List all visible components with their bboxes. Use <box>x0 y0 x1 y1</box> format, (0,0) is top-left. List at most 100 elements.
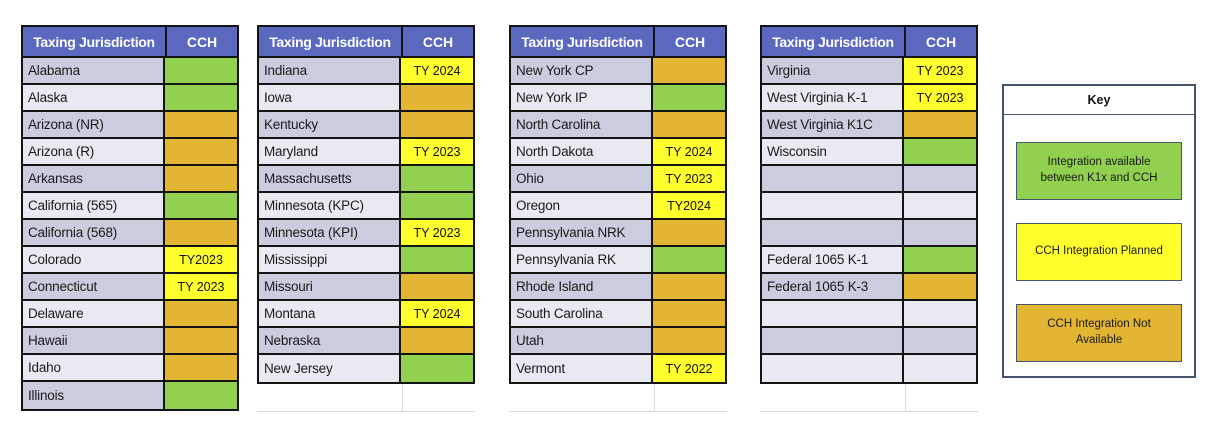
cch-status-cell[interactable] <box>904 220 976 245</box>
jurisdiction-cell[interactable]: New York IP <box>511 85 653 110</box>
cch-status-cell[interactable] <box>653 328 725 353</box>
cch-status-cell[interactable] <box>165 58 237 83</box>
cch-status-cell[interactable] <box>904 247 976 272</box>
cch-status-cell[interactable] <box>653 301 725 326</box>
cch-status-cell[interactable] <box>401 274 473 299</box>
cch-status-cell[interactable] <box>904 112 976 137</box>
cch-status-cell[interactable]: TY2023 <box>165 247 237 272</box>
jurisdiction-cell[interactable]: North Carolina <box>511 112 653 137</box>
jurisdiction-cell[interactable]: Nebraska <box>259 328 401 353</box>
empty-sheet-row[interactable] <box>257 384 475 412</box>
cch-status-cell[interactable] <box>904 274 976 299</box>
jurisdiction-cell[interactable]: Oregon <box>511 193 653 218</box>
cch-status-cell[interactable] <box>653 220 725 245</box>
cch-status-cell[interactable] <box>165 328 237 353</box>
cch-status-cell[interactable] <box>165 112 237 137</box>
jurisdiction-cell[interactable]: Rhode Island <box>511 274 653 299</box>
cch-status-cell[interactable] <box>904 193 976 218</box>
jurisdiction-cell[interactable]: Missouri <box>259 274 401 299</box>
cch-status-cell[interactable]: TY 2023 <box>904 85 976 110</box>
jurisdiction-cell[interactable]: Hawaii <box>23 328 165 353</box>
jurisdiction-cell[interactable]: Alabama <box>23 58 165 83</box>
legend-key-box[interactable]: Key Integration available between K1x an… <box>1002 84 1196 378</box>
cch-status-cell[interactable] <box>904 301 976 326</box>
cch-status-cell[interactable] <box>165 139 237 164</box>
jurisdiction-cell[interactable]: Utah <box>511 328 653 353</box>
jurisdiction-cell[interactable]: Federal 1065 K-1 <box>762 247 904 272</box>
cch-status-cell[interactable] <box>401 166 473 191</box>
jurisdiction-cell[interactable]: South Carolina <box>511 301 653 326</box>
jurisdiction-cell[interactable]: Illinois <box>23 382 165 409</box>
jurisdiction-cell[interactable]: Arizona (R) <box>23 139 165 164</box>
jurisdiction-cell[interactable]: Arizona (NR) <box>23 112 165 137</box>
cch-status-cell[interactable]: TY 2022 <box>653 355 725 382</box>
cch-status-cell[interactable] <box>165 85 237 110</box>
jurisdiction-cell[interactable]: Vermont <box>511 355 653 382</box>
jurisdiction-cell[interactable]: Pennsylvania NRK <box>511 220 653 245</box>
jurisdiction-cell[interactable] <box>762 193 904 218</box>
jurisdiction-cell[interactable]: Iowa <box>259 85 401 110</box>
header-cell-taxing-jurisdiction[interactable]: Taxing Jurisdiction <box>762 27 906 56</box>
cch-status-cell[interactable]: TY 2023 <box>904 58 976 83</box>
jurisdiction-cell[interactable] <box>762 328 904 353</box>
cch-status-cell[interactable] <box>653 58 725 83</box>
empty-sheet-row[interactable] <box>760 384 978 412</box>
jurisdiction-cell[interactable]: West Virginia K1C <box>762 112 904 137</box>
header-cell-cch[interactable]: CCH <box>674 33 706 50</box>
jurisdiction-cell[interactable]: California (568) <box>23 220 165 245</box>
jurisdiction-cell[interactable]: Federal 1065 K-3 <box>762 274 904 299</box>
jurisdiction-cell[interactable]: Minnesota (KPI) <box>259 220 401 245</box>
cch-status-cell[interactable] <box>904 139 976 164</box>
header-cell-cch[interactable]: CCH <box>422 33 454 50</box>
jurisdiction-cell[interactable]: Indiana <box>259 58 401 83</box>
cch-status-cell[interactable] <box>401 247 473 272</box>
jurisdiction-cell[interactable]: Kentucky <box>259 112 401 137</box>
cch-status-cell[interactable] <box>165 193 237 218</box>
header-cell-taxing-jurisdiction[interactable]: Taxing Jurisdiction <box>23 27 167 56</box>
jurisdiction-cell[interactable]: Arkansas <box>23 166 165 191</box>
cch-status-cell[interactable]: TY 2024 <box>401 301 473 326</box>
cch-status-cell[interactable]: TY 2023 <box>401 220 473 245</box>
header-cell-taxing-jurisdiction[interactable]: Taxing Jurisdiction <box>259 27 403 56</box>
cch-status-cell[interactable] <box>904 328 976 353</box>
jurisdiction-cell[interactable] <box>762 220 904 245</box>
jurisdiction-cell[interactable]: Alaska <box>23 85 165 110</box>
jurisdiction-cell[interactable]: Connecticut <box>23 274 165 299</box>
cch-status-cell[interactable] <box>653 112 725 137</box>
cch-status-cell[interactable] <box>653 247 725 272</box>
jurisdiction-cell[interactable] <box>762 301 904 326</box>
cch-status-cell[interactable]: TY 2024 <box>653 139 725 164</box>
cch-status-cell[interactable]: TY 2023 <box>653 166 725 191</box>
jurisdiction-cell[interactable]: Virginia <box>762 58 904 83</box>
jurisdiction-cell[interactable]: New Jersey <box>259 355 401 382</box>
cch-status-cell[interactable]: TY 2023 <box>165 274 237 299</box>
cch-status-cell[interactable] <box>401 112 473 137</box>
jurisdiction-cell[interactable]: Idaho <box>23 355 165 380</box>
jurisdiction-cell[interactable]: Colorado <box>23 247 165 272</box>
cch-status-cell[interactable] <box>653 85 725 110</box>
jurisdiction-cell[interactable]: New York CP <box>511 58 653 83</box>
jurisdiction-cell[interactable]: Wisconsin <box>762 139 904 164</box>
jurisdiction-cell[interactable]: California (565) <box>23 193 165 218</box>
jurisdiction-cell[interactable]: Delaware <box>23 301 165 326</box>
header-cell-cch[interactable]: CCH <box>925 33 957 50</box>
jurisdiction-cell[interactable]: Montana <box>259 301 401 326</box>
cch-status-cell[interactable] <box>165 220 237 245</box>
header-cell-cch[interactable]: CCH <box>186 33 218 50</box>
cch-status-cell[interactable] <box>653 274 725 299</box>
jurisdiction-cell[interactable]: Pennsylvania RK <box>511 247 653 272</box>
jurisdiction-cell[interactable] <box>762 355 904 382</box>
jurisdiction-cell[interactable]: Massachusetts <box>259 166 401 191</box>
jurisdiction-cell[interactable]: West Virginia K-1 <box>762 85 904 110</box>
jurisdiction-cell[interactable]: Ohio <box>511 166 653 191</box>
jurisdiction-cell[interactable]: Maryland <box>259 139 401 164</box>
jurisdiction-cell[interactable]: Minnesota (KPC) <box>259 193 401 218</box>
cch-status-cell[interactable]: TY2024 <box>653 193 725 218</box>
cch-status-cell[interactable] <box>401 355 473 382</box>
cch-status-cell[interactable] <box>165 166 237 191</box>
cch-status-cell[interactable] <box>165 301 237 326</box>
cch-status-cell[interactable] <box>165 355 237 380</box>
cch-status-cell[interactable]: TY 2024 <box>401 58 473 83</box>
jurisdiction-cell[interactable] <box>762 166 904 191</box>
cch-status-cell[interactable] <box>401 193 473 218</box>
